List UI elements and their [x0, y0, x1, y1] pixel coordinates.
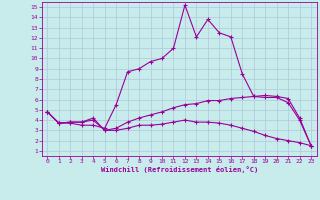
- X-axis label: Windchill (Refroidissement éolien,°C): Windchill (Refroidissement éolien,°C): [100, 166, 258, 173]
